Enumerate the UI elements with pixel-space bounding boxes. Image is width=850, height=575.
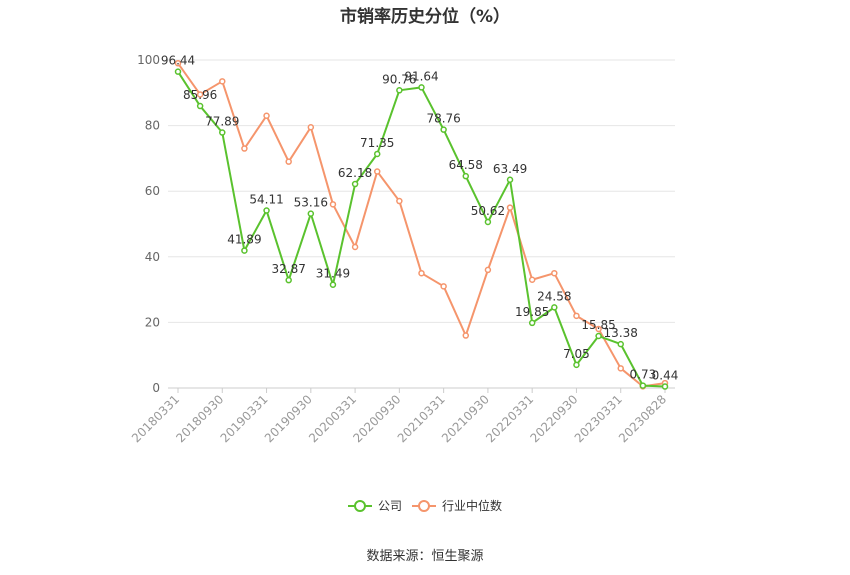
industry-median-point[interactable]	[418, 269, 425, 277]
company-point[interactable]	[285, 276, 292, 284]
series-group	[174, 60, 669, 390]
industry-median-point[interactable]	[551, 269, 558, 277]
legend-label: 公司	[378, 499, 402, 513]
grid-lines	[168, 59, 675, 389]
industry-median-point[interactable]	[285, 158, 292, 165]
y-tick-label: 100	[137, 53, 160, 67]
chart-title: 市销率历史分位（%）	[339, 7, 511, 27]
data-label: 15.85	[581, 318, 615, 332]
company-point[interactable]	[329, 281, 337, 288]
data-label: 96.44	[161, 54, 195, 68]
legend-item-company[interactable]: 公司	[348, 499, 402, 513]
company-point[interactable]	[373, 150, 381, 158]
industry-median-point[interactable]	[440, 283, 447, 290]
data-label: 13.38	[604, 326, 638, 340]
industry-median-point[interactable]	[484, 266, 492, 274]
industry-median-point[interactable]	[329, 201, 337, 208]
industry-median-point[interactable]	[506, 204, 514, 211]
y-tick-label: 0	[152, 381, 160, 395]
company-point[interactable]	[462, 172, 470, 180]
data-label: 54.11	[249, 193, 283, 207]
industry-median-point[interactable]	[241, 145, 248, 152]
company-point[interactable]	[351, 180, 359, 188]
data-label: 53.16	[294, 196, 328, 210]
industry-median-point[interactable]	[219, 78, 226, 85]
company-line	[177, 71, 666, 388]
industry-median-point[interactable]	[307, 123, 315, 131]
industry-median-point[interactable]	[573, 312, 580, 320]
industry-median-point[interactable]	[617, 365, 624, 372]
data-label: 71.35	[360, 136, 394, 150]
y-tick-label: 80	[145, 119, 160, 133]
data-label: 7.05	[563, 347, 590, 361]
data-labels: 96.44 85.96 77.89 41.89 54.11 32.87 53.16 31.49…	[161, 54, 679, 383]
industry-median-point[interactable]	[396, 197, 403, 205]
company-point[interactable]	[617, 340, 624, 348]
industry-median-point[interactable]	[595, 325, 602, 333]
company-point[interactable]	[307, 210, 315, 217]
data-source-note: 数据来源：恒生聚源	[366, 549, 484, 564]
industry-median-point[interactable]	[263, 112, 270, 120]
industry-median-point[interactable]	[373, 168, 381, 175]
data-label: 62.18	[338, 166, 372, 180]
company-point[interactable]	[639, 382, 647, 389]
legend-marker	[354, 500, 366, 512]
data-label: 77.89	[205, 115, 239, 129]
data-label: 0.44	[652, 369, 679, 383]
company-point[interactable]	[418, 84, 425, 91]
industry-median-point[interactable]	[528, 276, 536, 284]
legend: 公司 行业中位数	[348, 498, 502, 513]
company-point[interactable]	[506, 176, 514, 184]
company-point[interactable]	[263, 207, 270, 214]
company-point[interactable]	[396, 87, 403, 94]
data-label: 63.49	[493, 162, 527, 176]
data-label: 78.76	[426, 112, 460, 126]
data-label: 19.85	[515, 305, 549, 319]
industry-median-point[interactable]	[196, 91, 204, 98]
x-tick-label: 20230828	[616, 392, 669, 445]
company-point[interactable]	[484, 218, 492, 226]
data-label: 41.89	[227, 233, 261, 247]
data-label: 90.76	[382, 72, 416, 86]
legend-label: 行业中位数	[442, 498, 502, 513]
company-point[interactable]	[219, 129, 226, 136]
data-label: 91.64	[404, 69, 438, 83]
legend-item-industry-median[interactable]: 行业中位数	[412, 498, 502, 513]
industry-median-point[interactable]	[462, 332, 470, 339]
data-label: 64.58	[449, 158, 483, 172]
data-label: 0.73	[630, 368, 657, 382]
industry-median-line	[177, 62, 666, 388]
y-axis-ticks: 0 20 40 60 80 100	[137, 53, 160, 395]
data-label: 85.96	[183, 88, 217, 102]
company-point[interactable]	[174, 68, 182, 75]
legend-marker	[418, 500, 430, 512]
industry-median-point[interactable]	[174, 60, 182, 67]
industry-median-point[interactable]	[351, 243, 359, 251]
y-tick-label: 20	[145, 315, 160, 329]
company-point[interactable]	[595, 332, 602, 340]
data-label: 24.58	[537, 289, 571, 303]
data-label: 31.49	[316, 267, 350, 281]
company-point[interactable]	[241, 247, 248, 254]
company-point[interactable]	[196, 102, 204, 110]
data-label: 32.87	[272, 262, 306, 276]
company-point[interactable]	[551, 304, 558, 311]
y-tick-label: 60	[145, 184, 160, 198]
company-point[interactable]	[661, 383, 669, 390]
company-point[interactable]	[440, 126, 447, 133]
data-label: 50.62	[471, 204, 505, 218]
company-point[interactable]	[573, 361, 580, 369]
company-point[interactable]	[528, 319, 536, 327]
y-tick-label: 40	[145, 250, 160, 264]
x-axis: 2018033120180930201903312019093020200331…	[129, 388, 669, 445]
